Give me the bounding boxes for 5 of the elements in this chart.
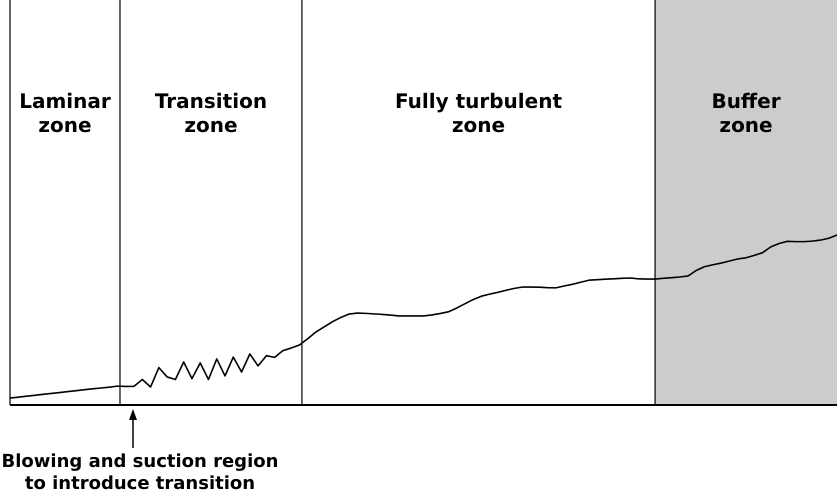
text: Fully turbulent zone: [394, 89, 562, 137]
text: Laminar zone: [19, 89, 111, 137]
text: Blowing and suction region to introduce transition: [2, 451, 278, 494]
text: Buffer zone: [711, 89, 781, 137]
text: Transition zone: [154, 89, 268, 137]
